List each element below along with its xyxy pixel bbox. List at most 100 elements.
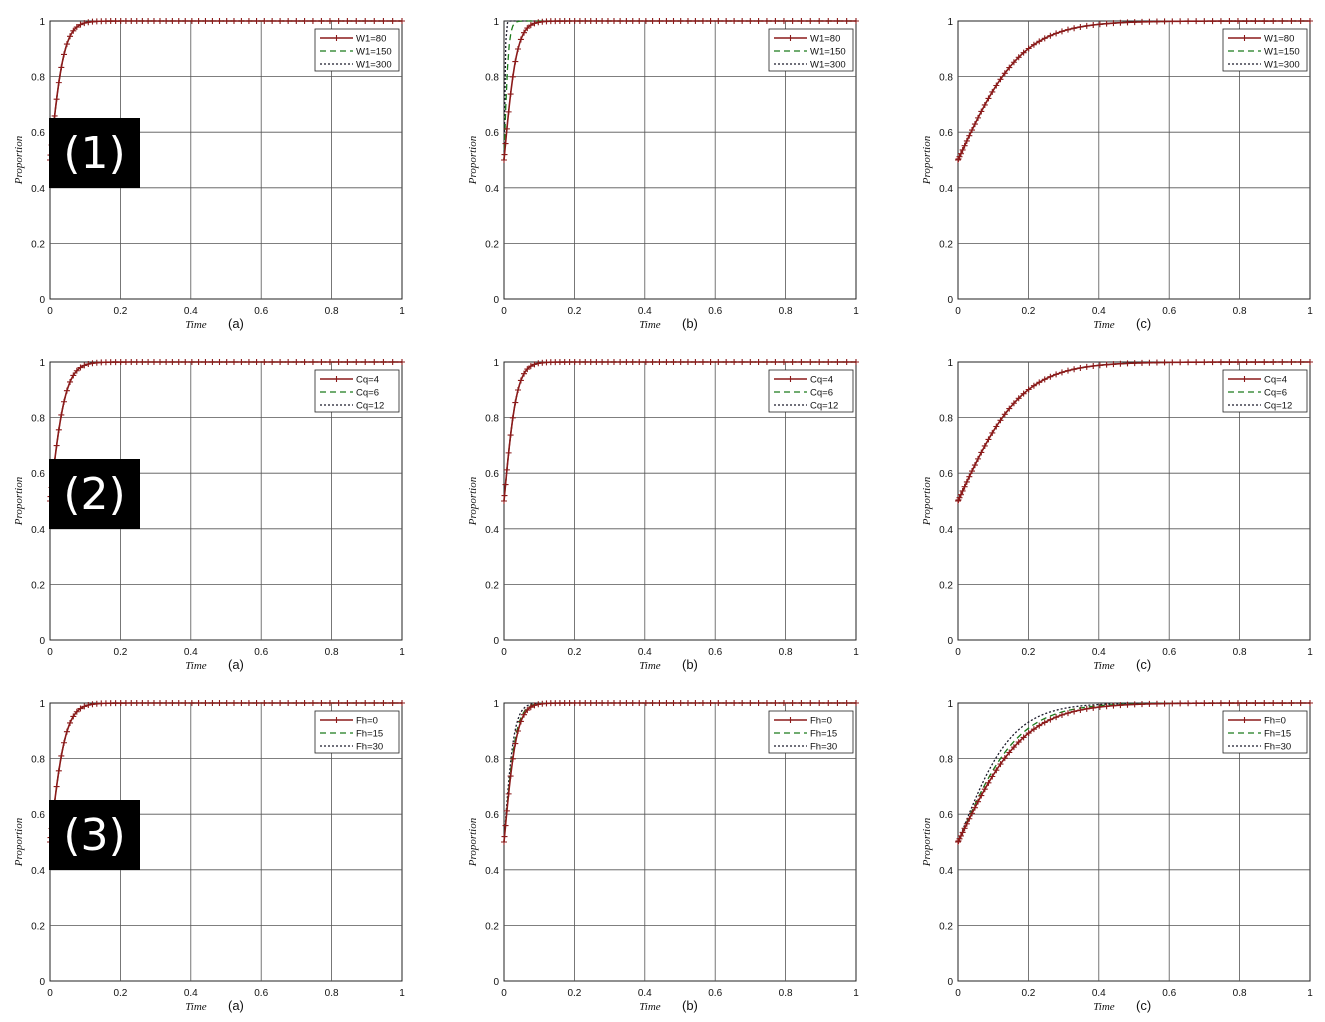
series-marker bbox=[807, 18, 814, 24]
legend-box bbox=[314, 710, 400, 754]
legend-label: Fh=30 bbox=[1264, 742, 1291, 753]
x-tick-label: 0.4 bbox=[1092, 988, 1106, 999]
series-marker bbox=[1030, 41, 1037, 48]
x-tick-label: 1 bbox=[399, 647, 405, 658]
series-marker bbox=[571, 700, 578, 707]
series-marker bbox=[1006, 405, 1013, 412]
series-marker bbox=[269, 359, 276, 365]
series-marker bbox=[301, 359, 308, 365]
x-tick-label: 0.8 bbox=[1233, 647, 1247, 658]
series-marker bbox=[1110, 20, 1117, 27]
series-marker bbox=[63, 387, 70, 394]
series-marker bbox=[517, 36, 524, 43]
x-tick-label: 0.2 bbox=[567, 306, 581, 317]
x-axis-label: Time bbox=[1093, 1001, 1115, 1013]
series-marker bbox=[834, 359, 841, 365]
series-marker bbox=[1169, 359, 1176, 366]
series-marker bbox=[617, 18, 624, 24]
series-marker bbox=[571, 18, 578, 25]
series-marker bbox=[825, 359, 832, 365]
series-marker bbox=[981, 786, 988, 793]
series-marker bbox=[209, 700, 216, 706]
series-marker bbox=[182, 700, 189, 706]
y-tick-label: 0.8 bbox=[485, 73, 499, 84]
series-marker bbox=[755, 700, 762, 706]
x-tick-label: 0.6 bbox=[254, 306, 268, 317]
series-marker bbox=[505, 790, 512, 797]
row-label: (1) bbox=[63, 128, 125, 179]
series-marker bbox=[169, 700, 176, 706]
row-label-badge: (1) bbox=[49, 118, 140, 188]
series-marker bbox=[335, 700, 342, 706]
series-marker bbox=[1131, 360, 1138, 367]
series-marker bbox=[202, 359, 209, 365]
x-tick-label: 0.2 bbox=[1021, 647, 1035, 658]
legend-label: W1=80 bbox=[356, 34, 386, 45]
series-marker bbox=[277, 18, 284, 24]
series-marker bbox=[576, 18, 583, 25]
y-axis-label: Proportion bbox=[921, 476, 933, 526]
series-marker bbox=[502, 481, 509, 488]
y-tick-label: 0.4 bbox=[939, 525, 953, 536]
series-marker bbox=[335, 359, 342, 365]
series-marker bbox=[649, 18, 656, 24]
series-marker bbox=[599, 18, 606, 25]
series-marker bbox=[978, 108, 985, 115]
x-tick-label: 0 bbox=[955, 306, 961, 317]
series-marker bbox=[63, 41, 70, 48]
series-marker bbox=[1096, 362, 1103, 369]
series-marker bbox=[961, 825, 968, 832]
series-marker bbox=[1252, 359, 1259, 366]
legend: Fh=0 Fh=15 Fh=30 bbox=[1222, 710, 1308, 754]
series-marker bbox=[963, 478, 970, 485]
series-marker bbox=[238, 359, 245, 365]
series-marker bbox=[1001, 755, 1008, 762]
x-tick-label: 1 bbox=[399, 306, 405, 317]
series-marker bbox=[739, 18, 746, 24]
legend-label: Cq=6 bbox=[1264, 388, 1287, 399]
series-marker bbox=[1047, 32, 1054, 39]
series-marker bbox=[277, 700, 284, 706]
series-marker bbox=[723, 18, 730, 24]
series-marker bbox=[531, 20, 538, 27]
series-marker bbox=[1234, 359, 1241, 366]
series-marker bbox=[1307, 18, 1313, 25]
legend-label: Fh=0 bbox=[356, 716, 378, 727]
x-axis-label: Time bbox=[1093, 660, 1115, 672]
x-tick-label: 0.8 bbox=[325, 647, 339, 658]
y-tick-label: 0 bbox=[39, 636, 45, 647]
series-marker bbox=[309, 18, 316, 24]
series-marker bbox=[1083, 705, 1090, 712]
y-tick-label: 0.2 bbox=[939, 580, 953, 591]
series-marker bbox=[825, 700, 832, 706]
y-axis-label: Proportion bbox=[13, 135, 25, 185]
series-marker bbox=[692, 359, 699, 365]
series-marker bbox=[501, 839, 507, 845]
series-marker bbox=[966, 473, 973, 480]
series-marker bbox=[122, 18, 129, 25]
series-marker bbox=[169, 359, 176, 365]
legend-label: Cq=4 bbox=[356, 375, 379, 386]
x-axis-label: Time bbox=[639, 319, 661, 331]
series-marker bbox=[1006, 749, 1013, 756]
series-marker bbox=[238, 18, 245, 24]
x-tick-label: 0.8 bbox=[1233, 988, 1247, 999]
x-tick-label: 0.2 bbox=[1021, 988, 1035, 999]
series-marker bbox=[1096, 703, 1103, 710]
series-marker bbox=[156, 700, 163, 706]
series-marker bbox=[73, 367, 80, 374]
series-marker bbox=[1001, 70, 1008, 77]
series-marker bbox=[117, 700, 124, 707]
series-marker bbox=[216, 700, 223, 706]
x-axis-label: Time bbox=[185, 319, 207, 331]
y-tick-label: 0.4 bbox=[31, 525, 45, 536]
series-marker bbox=[1270, 700, 1277, 707]
series-marker bbox=[501, 492, 508, 499]
series-marker bbox=[1025, 45, 1032, 52]
series-marker bbox=[128, 359, 135, 366]
series-marker bbox=[978, 792, 985, 799]
y-axis-label: Proportion bbox=[467, 135, 479, 185]
series-marker bbox=[1217, 359, 1224, 366]
row-label-background bbox=[49, 118, 140, 188]
series-marker bbox=[112, 359, 119, 366]
